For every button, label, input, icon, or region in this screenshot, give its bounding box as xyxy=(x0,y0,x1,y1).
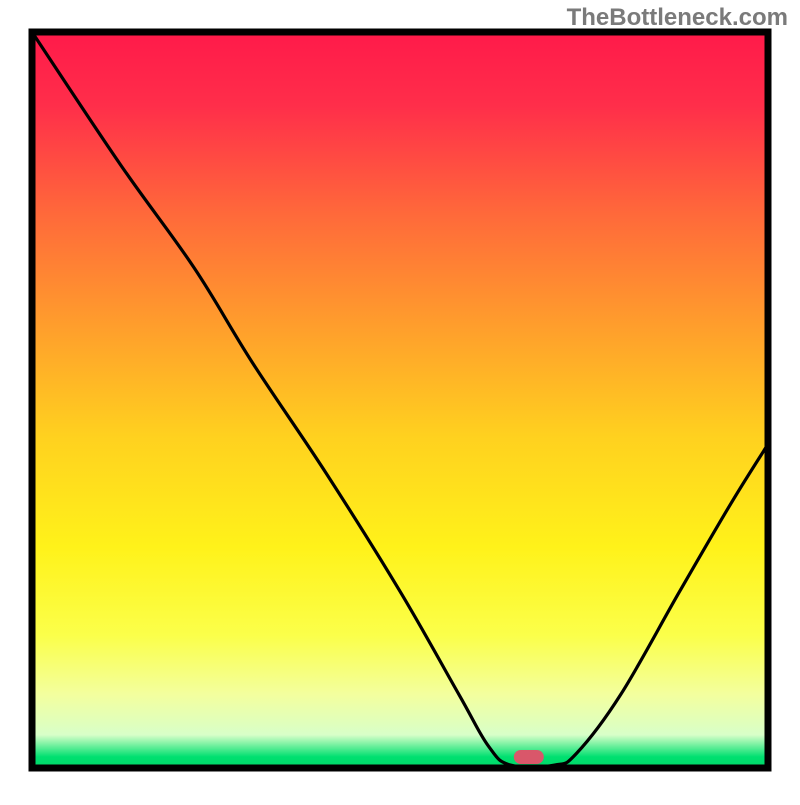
chart-svg xyxy=(0,0,800,800)
plot-background xyxy=(32,32,768,768)
optimum-marker xyxy=(514,750,544,764)
watermark-label: TheBottleneck.com xyxy=(567,4,788,32)
bottleneck-chart: TheBottleneck.com xyxy=(0,0,800,800)
